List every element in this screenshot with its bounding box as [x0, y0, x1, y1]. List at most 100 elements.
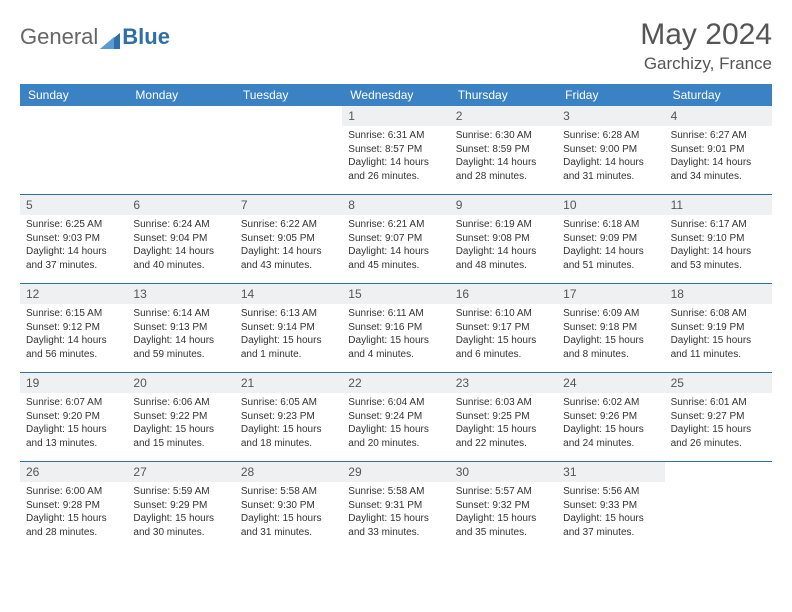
- day-header-cell: Wednesday: [342, 84, 449, 106]
- daylight-text: Daylight: 15 hours and 1 minute.: [241, 334, 336, 361]
- calendar-week: 26Sunrise: 6:00 AMSunset: 9:28 PMDayligh…: [20, 461, 772, 550]
- day-number: 31: [557, 462, 664, 482]
- daylight-text: Daylight: 14 hours and 56 minutes.: [26, 334, 121, 361]
- sunrise-text: Sunrise: 6:13 AM: [241, 307, 336, 321]
- day-number: 28: [235, 462, 342, 482]
- sunrise-text: Sunrise: 6:08 AM: [671, 307, 766, 321]
- day-body: Sunrise: 6:22 AMSunset: 9:05 PMDaylight:…: [235, 215, 342, 276]
- calendar-cell: [665, 462, 772, 550]
- day-number: 29: [342, 462, 449, 482]
- calendar-cell: 4Sunrise: 6:27 AMSunset: 9:01 PMDaylight…: [665, 106, 772, 194]
- sunrise-text: Sunrise: 6:31 AM: [348, 129, 443, 143]
- sunrise-text: Sunrise: 5:56 AM: [563, 485, 658, 499]
- daylight-text: Daylight: 15 hours and 35 minutes.: [456, 512, 551, 539]
- day-body: Sunrise: 6:31 AMSunset: 8:57 PMDaylight:…: [342, 126, 449, 187]
- calendar-cell: 26Sunrise: 6:00 AMSunset: 9:28 PMDayligh…: [20, 462, 127, 550]
- sunrise-text: Sunrise: 5:58 AM: [348, 485, 443, 499]
- day-body: Sunrise: 6:24 AMSunset: 9:04 PMDaylight:…: [127, 215, 234, 276]
- page-title: May 2024: [640, 18, 772, 52]
- sunrise-text: Sunrise: 6:19 AM: [456, 218, 551, 232]
- day-body: Sunrise: 6:13 AMSunset: 9:14 PMDaylight:…: [235, 304, 342, 365]
- calendar-cell: 31Sunrise: 5:56 AMSunset: 9:33 PMDayligh…: [557, 462, 664, 550]
- daylight-text: Daylight: 15 hours and 28 minutes.: [26, 512, 121, 539]
- day-header-cell: Saturday: [665, 84, 772, 106]
- day-number: 2: [450, 106, 557, 126]
- day-header-cell: Tuesday: [235, 84, 342, 106]
- day-body: Sunrise: 5:58 AMSunset: 9:30 PMDaylight:…: [235, 482, 342, 543]
- daylight-text: Daylight: 15 hours and 24 minutes.: [563, 423, 658, 450]
- calendar-cell: 20Sunrise: 6:06 AMSunset: 9:22 PMDayligh…: [127, 373, 234, 461]
- calendar-cell: 27Sunrise: 5:59 AMSunset: 9:29 PMDayligh…: [127, 462, 234, 550]
- calendar-cell: 18Sunrise: 6:08 AMSunset: 9:19 PMDayligh…: [665, 284, 772, 372]
- day-body: Sunrise: 6:28 AMSunset: 9:00 PMDaylight:…: [557, 126, 664, 187]
- sunset-text: Sunset: 9:18 PM: [563, 321, 658, 335]
- sunset-text: Sunset: 9:16 PM: [348, 321, 443, 335]
- day-number: 12: [20, 284, 127, 304]
- sunset-text: Sunset: 9:19 PM: [671, 321, 766, 335]
- sunset-text: Sunset: 9:22 PM: [133, 410, 228, 424]
- day-body: Sunrise: 6:21 AMSunset: 9:07 PMDaylight:…: [342, 215, 449, 276]
- day-number: 30: [450, 462, 557, 482]
- day-header-row: Sunday Monday Tuesday Wednesday Thursday…: [20, 84, 772, 106]
- sunset-text: Sunset: 9:29 PM: [133, 499, 228, 513]
- sunrise-text: Sunrise: 6:04 AM: [348, 396, 443, 410]
- day-number: 13: [127, 284, 234, 304]
- sunrise-text: Sunrise: 6:18 AM: [563, 218, 658, 232]
- sunset-text: Sunset: 9:10 PM: [671, 232, 766, 246]
- daylight-text: Daylight: 15 hours and 22 minutes.: [456, 423, 551, 450]
- sunset-text: Sunset: 9:23 PM: [241, 410, 336, 424]
- day-number: 1: [342, 106, 449, 126]
- day-header-cell: Sunday: [20, 84, 127, 106]
- calendar-cell: [127, 106, 234, 194]
- day-number: 16: [450, 284, 557, 304]
- calendar-cell: [20, 106, 127, 194]
- calendar-cell: 8Sunrise: 6:21 AMSunset: 9:07 PMDaylight…: [342, 195, 449, 283]
- calendar-cell: 25Sunrise: 6:01 AMSunset: 9:27 PMDayligh…: [665, 373, 772, 461]
- calendar-week: 1Sunrise: 6:31 AMSunset: 8:57 PMDaylight…: [20, 106, 772, 194]
- sunset-text: Sunset: 9:00 PM: [563, 143, 658, 157]
- sunrise-text: Sunrise: 6:14 AM: [133, 307, 228, 321]
- daylight-text: Daylight: 14 hours and 45 minutes.: [348, 245, 443, 272]
- day-header-cell: Thursday: [450, 84, 557, 106]
- day-body: Sunrise: 5:57 AMSunset: 9:32 PMDaylight:…: [450, 482, 557, 543]
- sunrise-text: Sunrise: 6:03 AM: [456, 396, 551, 410]
- day-number: 11: [665, 195, 772, 215]
- day-body: Sunrise: 6:06 AMSunset: 9:22 PMDaylight:…: [127, 393, 234, 454]
- day-number: 20: [127, 373, 234, 393]
- calendar-cell: 14Sunrise: 6:13 AMSunset: 9:14 PMDayligh…: [235, 284, 342, 372]
- sunset-text: Sunset: 9:30 PM: [241, 499, 336, 513]
- day-body: Sunrise: 6:15 AMSunset: 9:12 PMDaylight:…: [20, 304, 127, 365]
- day-body: Sunrise: 6:02 AMSunset: 9:26 PMDaylight:…: [557, 393, 664, 454]
- daylight-text: Daylight: 15 hours and 20 minutes.: [348, 423, 443, 450]
- sunset-text: Sunset: 9:24 PM: [348, 410, 443, 424]
- sunset-text: Sunset: 9:31 PM: [348, 499, 443, 513]
- day-number: 17: [557, 284, 664, 304]
- day-number: 24: [557, 373, 664, 393]
- calendar-cell: 22Sunrise: 6:04 AMSunset: 9:24 PMDayligh…: [342, 373, 449, 461]
- day-body: Sunrise: 6:01 AMSunset: 9:27 PMDaylight:…: [665, 393, 772, 454]
- sunset-text: Sunset: 9:12 PM: [26, 321, 121, 335]
- calendar-cell: 10Sunrise: 6:18 AMSunset: 9:09 PMDayligh…: [557, 195, 664, 283]
- day-number: 4: [665, 106, 772, 126]
- day-number: 6: [127, 195, 234, 215]
- day-number: 21: [235, 373, 342, 393]
- day-number: 5: [20, 195, 127, 215]
- day-number: 25: [665, 373, 772, 393]
- logo-text-2: Blue: [122, 24, 170, 50]
- day-body: Sunrise: 6:11 AMSunset: 9:16 PMDaylight:…: [342, 304, 449, 365]
- sunrise-text: Sunrise: 6:30 AM: [456, 129, 551, 143]
- sunset-text: Sunset: 9:14 PM: [241, 321, 336, 335]
- header: General Blue May 2024 Garchizy, France: [20, 18, 772, 74]
- sunrise-text: Sunrise: 5:57 AM: [456, 485, 551, 499]
- daylight-text: Daylight: 15 hours and 31 minutes.: [241, 512, 336, 539]
- page-subtitle: Garchizy, France: [640, 54, 772, 74]
- calendar-cell: 30Sunrise: 5:57 AMSunset: 9:32 PMDayligh…: [450, 462, 557, 550]
- day-body: Sunrise: 6:08 AMSunset: 9:19 PMDaylight:…: [665, 304, 772, 365]
- sunset-text: Sunset: 9:07 PM: [348, 232, 443, 246]
- sunrise-text: Sunrise: 5:58 AM: [241, 485, 336, 499]
- day-number: 26: [20, 462, 127, 482]
- sunrise-text: Sunrise: 6:00 AM: [26, 485, 121, 499]
- sunset-text: Sunset: 9:08 PM: [456, 232, 551, 246]
- calendar-cell: 23Sunrise: 6:03 AMSunset: 9:25 PMDayligh…: [450, 373, 557, 461]
- daylight-text: Daylight: 14 hours and 59 minutes.: [133, 334, 228, 361]
